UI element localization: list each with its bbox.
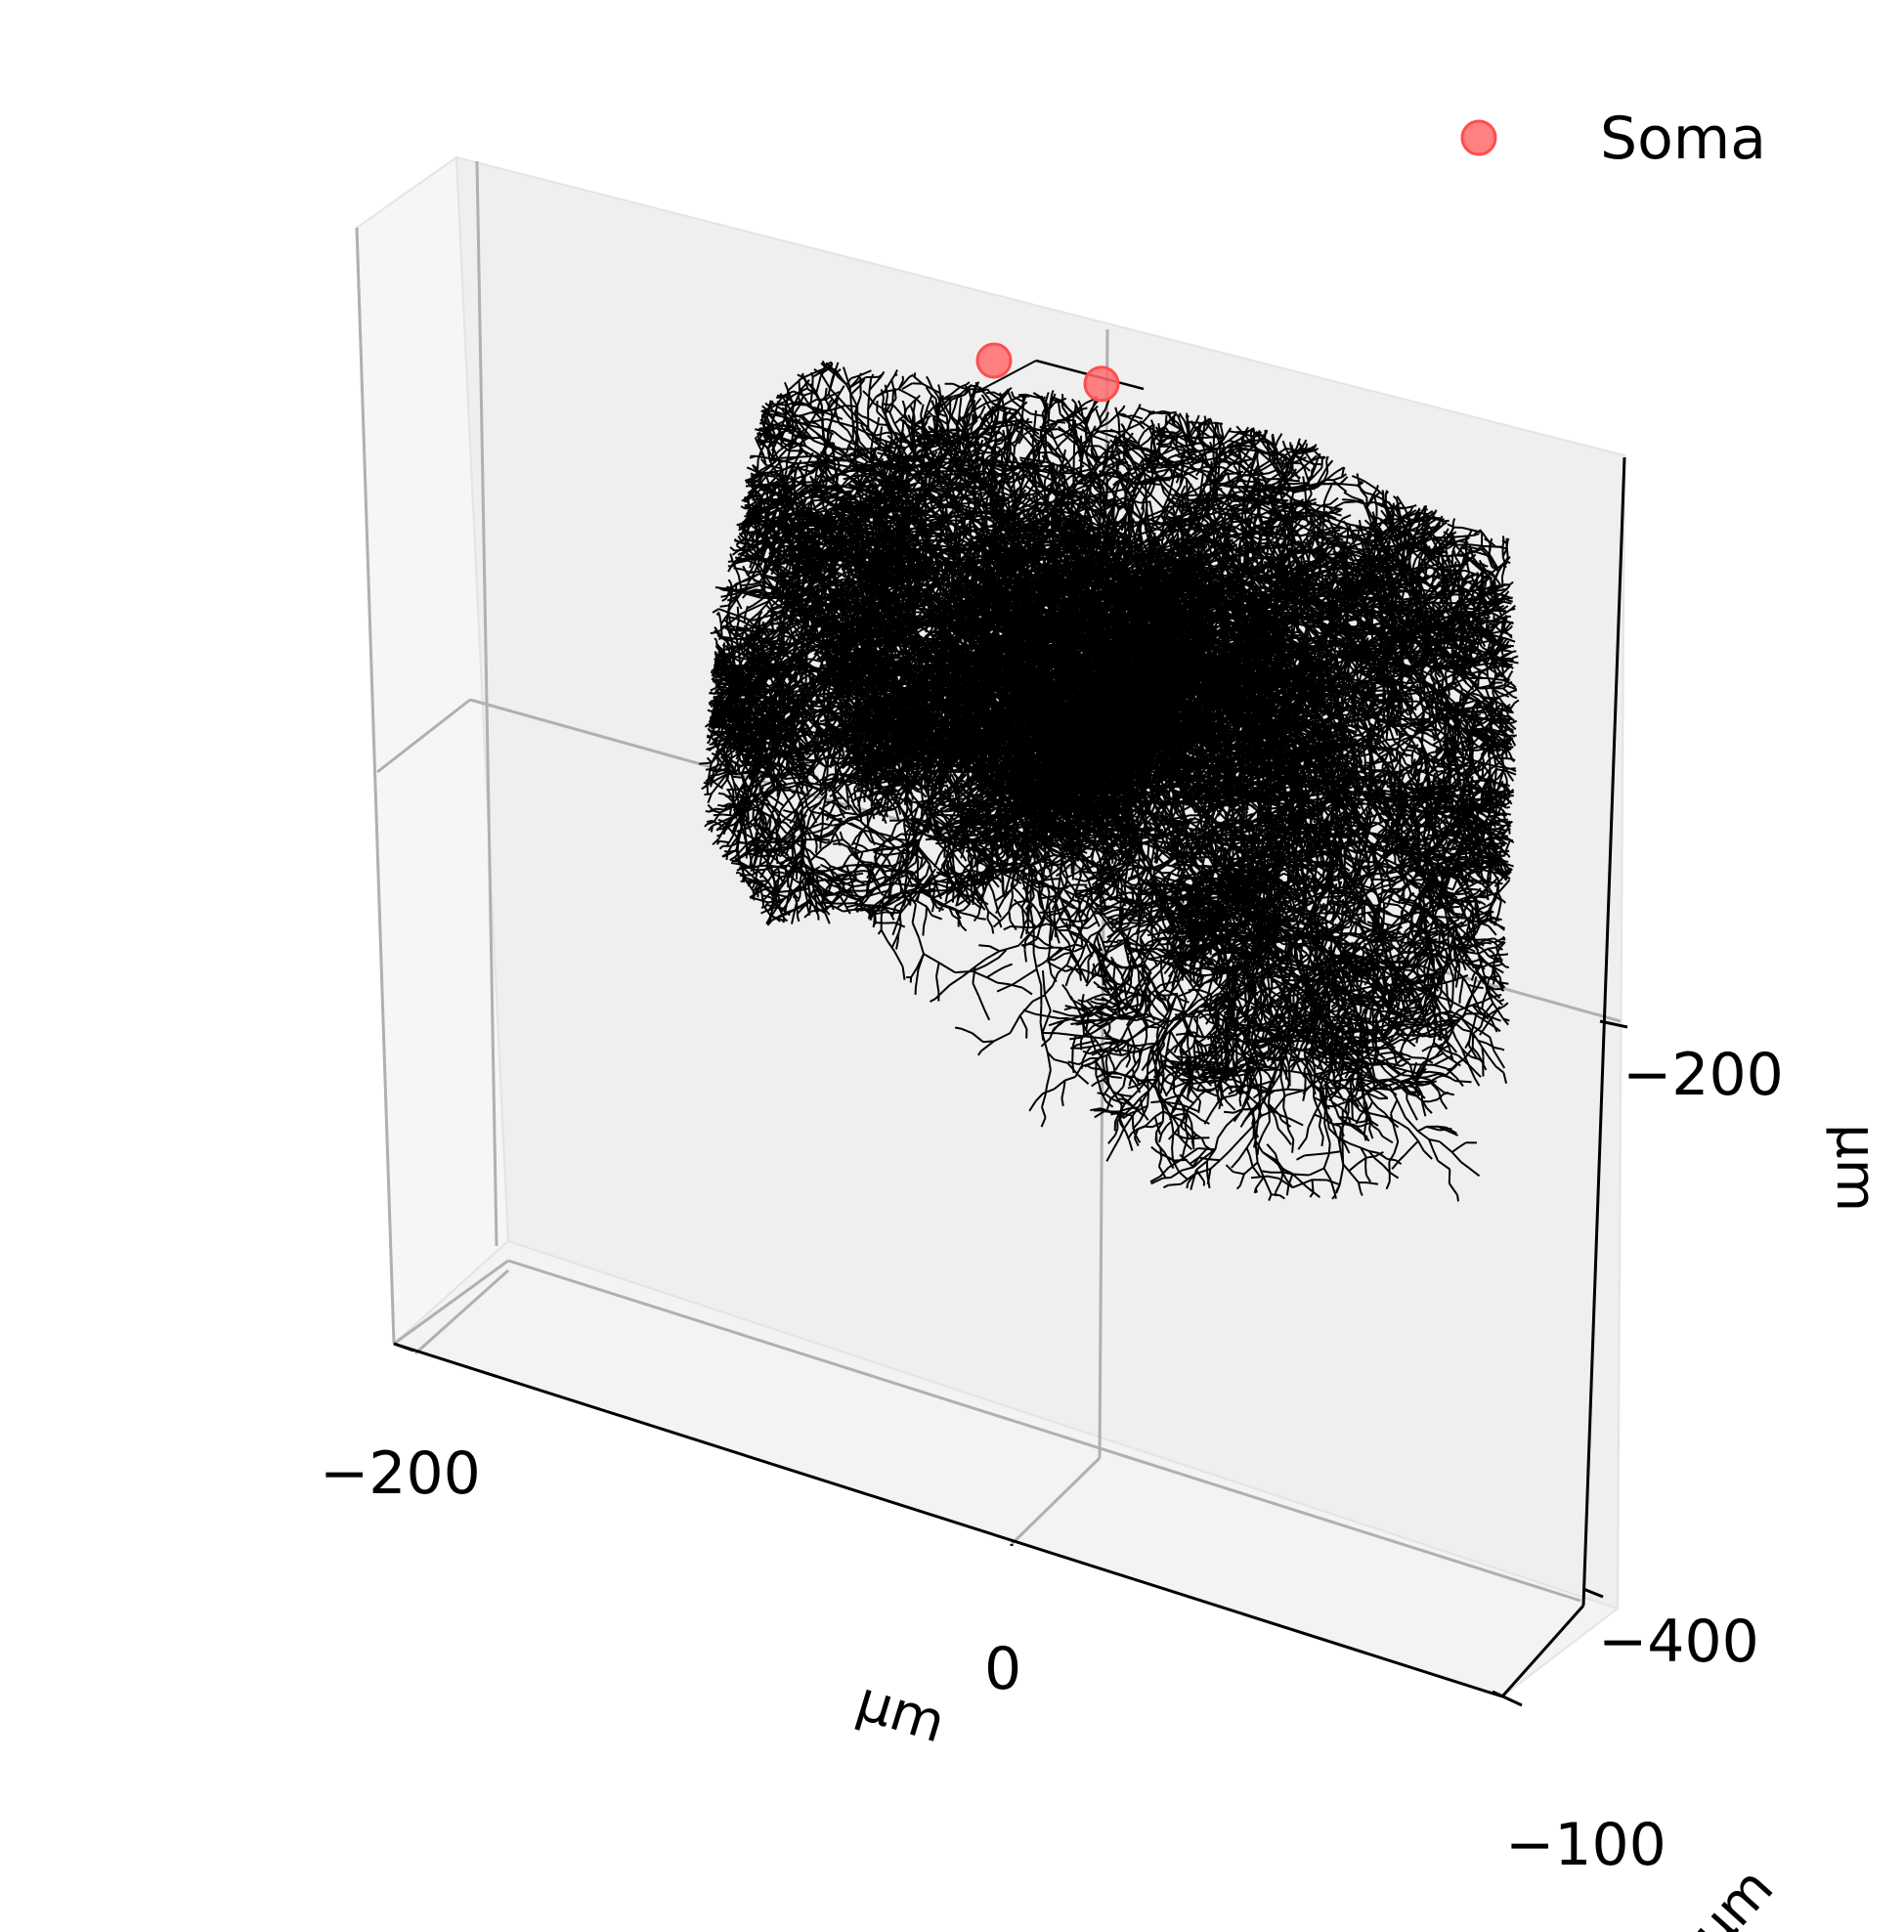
dendrite-segment <box>837 476 838 483</box>
dendrite-segment <box>879 424 889 425</box>
dendrite-segment <box>878 417 879 426</box>
axes-panes <box>357 157 1624 1696</box>
